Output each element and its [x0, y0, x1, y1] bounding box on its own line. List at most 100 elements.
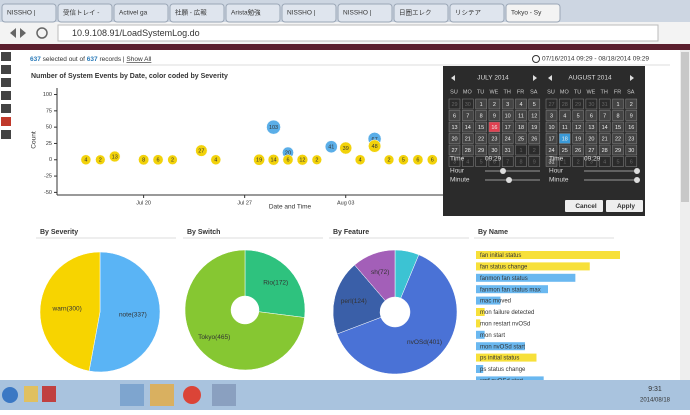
- slider-knob[interactable]: [500, 168, 506, 174]
- day-cell[interactable]: [559, 156, 571, 167]
- day-cell[interactable]: [545, 121, 558, 133]
- day-cell[interactable]: [585, 98, 598, 110]
- tab-title[interactable]: 社願 - 広報: [175, 8, 207, 17]
- day-number[interactable]: 13: [588, 125, 594, 131]
- day-number[interactable]: 24: [548, 148, 554, 154]
- day-cell[interactable]: [625, 133, 638, 144]
- day-cell[interactable]: [488, 110, 501, 121]
- day-number[interactable]: 31: [548, 159, 554, 165]
- day-cell[interactable]: [488, 133, 501, 144]
- day-number[interactable]: 29: [478, 148, 484, 154]
- day-number[interactable]: 25: [518, 136, 524, 142]
- tab-title[interactable]: Arista勉強: [231, 8, 261, 17]
- day-number[interactable]: 27: [548, 102, 554, 108]
- day-cell[interactable]: [612, 156, 624, 167]
- day-number[interactable]: 17: [548, 136, 554, 142]
- day-cell[interactable]: [585, 144, 598, 156]
- day-number[interactable]: 5: [577, 113, 580, 119]
- day-number[interactable]: 3: [506, 102, 509, 108]
- reload-icon[interactable]: [36, 27, 48, 39]
- tab-title[interactable]: Activel ga: [119, 10, 148, 17]
- day-number[interactable]: 28: [602, 148, 608, 154]
- day-number[interactable]: 19: [575, 136, 581, 142]
- chrome-icon[interactable]: [183, 386, 201, 404]
- day-cell[interactable]: [462, 156, 474, 167]
- day-cell[interactable]: [462, 98, 474, 110]
- tab-title[interactable]: 受信トレイ -: [63, 8, 99, 17]
- day-number[interactable]: 1: [563, 159, 566, 165]
- day-number[interactable]: 1: [480, 102, 483, 108]
- day-number[interactable]: 20: [451, 136, 457, 142]
- day-cell[interactable]: [585, 133, 598, 144]
- day-number[interactable]: 6: [590, 113, 593, 119]
- url-box[interactable]: [57, 24, 659, 42]
- slider-knob[interactable]: [634, 177, 640, 183]
- day-number[interactable]: 29: [615, 148, 621, 154]
- day-number[interactable]: 18: [518, 125, 524, 131]
- tab[interactable]: [57, 3, 113, 23]
- day-cell[interactable]: [448, 144, 461, 156]
- day-cell[interactable]: [585, 156, 598, 167]
- day-number[interactable]: 8: [480, 113, 483, 119]
- day-number[interactable]: 26: [531, 136, 537, 142]
- side-icon[interactable]: [1, 91, 11, 100]
- day-number[interactable]: 15: [478, 125, 484, 131]
- day-cell[interactable]: [572, 156, 584, 167]
- day-number[interactable]: 16: [628, 125, 634, 131]
- day-number[interactable]: 4: [563, 113, 566, 119]
- day-cell[interactable]: [528, 98, 541, 110]
- day-number[interactable]: 8: [616, 113, 619, 119]
- tab[interactable]: [449, 3, 505, 23]
- day-cell[interactable]: [528, 110, 541, 121]
- day-number[interactable]: 21: [602, 136, 608, 142]
- start-button[interactable]: [2, 387, 18, 403]
- day-number[interactable]: 28: [562, 102, 568, 108]
- day-number[interactable]: 4: [603, 159, 606, 165]
- day-number[interactable]: 6: [493, 159, 496, 165]
- day-number[interactable]: 16: [491, 125, 497, 131]
- day-cell[interactable]: [612, 98, 624, 110]
- day-number[interactable]: 22: [478, 136, 484, 142]
- slider-knob[interactable]: [506, 177, 512, 183]
- day-number[interactable]: 28: [465, 148, 471, 154]
- day-cell[interactable]: [515, 133, 527, 144]
- day-cell[interactable]: [448, 98, 461, 110]
- day-number[interactable]: 30: [465, 102, 471, 108]
- day-number[interactable]: 24: [505, 136, 511, 142]
- day-number[interactable]: 3: [453, 159, 456, 165]
- date-range[interactable]: 07/16/2014 09:29 - 08/18/2014 09:29: [542, 56, 649, 63]
- day-cell[interactable]: [528, 156, 541, 167]
- day-number[interactable]: 23: [628, 136, 634, 142]
- day-number[interactable]: 2: [533, 148, 536, 154]
- day-number[interactable]: 5: [480, 159, 483, 165]
- side-icon[interactable]: [1, 65, 11, 74]
- day-number[interactable]: 27: [588, 148, 594, 154]
- tab[interactable]: [1, 3, 57, 23]
- day-cell[interactable]: [572, 110, 584, 121]
- day-cell[interactable]: [528, 121, 541, 133]
- day-number[interactable]: 20: [588, 136, 594, 142]
- side-icon[interactable]: [1, 104, 11, 113]
- cancel-button[interactable]: [565, 200, 603, 212]
- day-cell[interactable]: [545, 110, 558, 121]
- apply-button[interactable]: [606, 200, 643, 212]
- task-icon[interactable]: [24, 386, 38, 402]
- day-cell[interactable]: [598, 110, 611, 121]
- day-cell[interactable]: [545, 144, 558, 156]
- tab[interactable]: [337, 3, 393, 23]
- day-cell[interactable]: [515, 121, 527, 133]
- task-icon[interactable]: [150, 384, 174, 406]
- day-number[interactable]: 31: [505, 148, 511, 154]
- day-cell[interactable]: [501, 144, 514, 156]
- nav-icons[interactable]: [10, 28, 26, 38]
- day-number[interactable]: 7: [466, 113, 469, 119]
- day-cell[interactable]: [612, 144, 624, 156]
- day-cell[interactable]: [475, 133, 487, 144]
- day-cell[interactable]: [545, 133, 558, 144]
- day-number[interactable]: 9: [630, 113, 633, 119]
- tab[interactable]: [169, 3, 225, 23]
- day-cell[interactable]: [625, 121, 638, 133]
- day-number[interactable]: 10: [548, 125, 554, 131]
- day-cell[interactable]: [585, 121, 598, 133]
- day-cell[interactable]: [475, 156, 487, 167]
